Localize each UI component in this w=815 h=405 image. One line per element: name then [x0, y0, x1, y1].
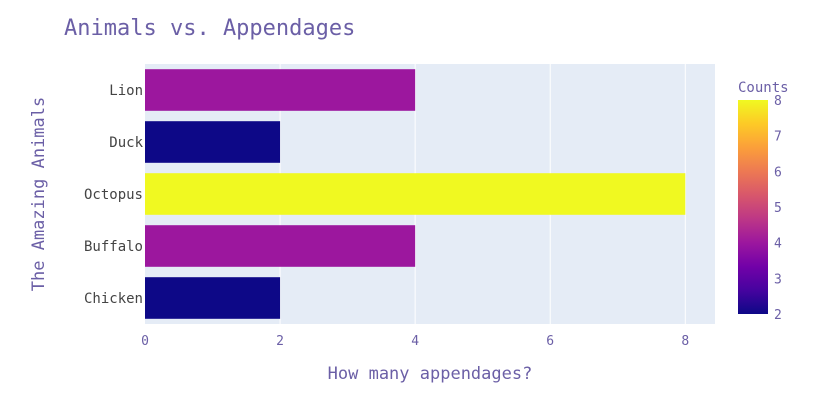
y-tick-label: Octopus	[84, 187, 143, 203]
colorbar-tick-label: 2	[774, 308, 782, 323]
colorbar-tick-label: 3	[774, 272, 782, 287]
bar-lion	[145, 69, 416, 111]
y-tick-label: Lion	[109, 83, 143, 99]
x-tick-label: 0	[141, 334, 149, 349]
colorbar-tick-label: 7	[774, 130, 782, 145]
colorbar-title: Counts	[738, 80, 789, 96]
chart-title: Animals vs. Appendages	[64, 16, 355, 41]
bars	[145, 69, 686, 319]
x-axis-label: How many appendages?	[328, 364, 533, 384]
bar-duck	[145, 121, 281, 163]
y-tick-label: Buffalo	[84, 239, 143, 255]
x-tick-label: 4	[411, 334, 419, 349]
y-tick-labels: Lion Duck Octopus Buffalo Chicken	[84, 83, 144, 307]
colorbar-tick-label: 4	[774, 237, 782, 252]
colorbar: Counts 2 3 4 5 6 7 8	[738, 80, 789, 323]
colorbar-tick-label: 5	[774, 201, 782, 216]
bar-octopus	[145, 173, 686, 215]
x-tick-label: 2	[276, 334, 284, 349]
colorbar-gradient	[738, 100, 768, 314]
x-tick-label: 6	[546, 334, 554, 349]
bar-chicken	[145, 277, 281, 319]
y-tick-label: Duck	[109, 135, 143, 151]
x-tick-label: 8	[681, 334, 689, 349]
y-tick-label: Chicken	[84, 291, 143, 307]
y-axis-label: The Amazing Animals	[29, 97, 49, 291]
colorbar-tick-label: 8	[774, 94, 782, 109]
x-tick-labels: 0 2 4 6 8	[141, 334, 689, 349]
colorbar-tick-labels: 2 3 4 5 6 7 8	[774, 94, 782, 323]
bar-buffalo	[145, 225, 416, 267]
colorbar-tick-label: 6	[774, 165, 782, 180]
